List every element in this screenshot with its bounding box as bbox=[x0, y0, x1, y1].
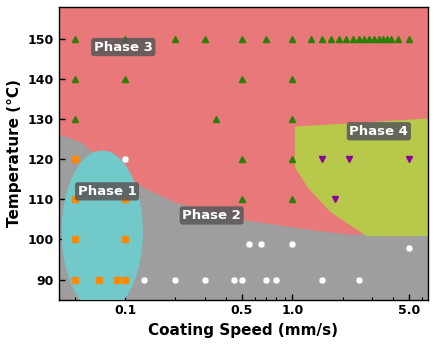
Y-axis label: Temperature (°C): Temperature (°C) bbox=[7, 79, 22, 227]
Polygon shape bbox=[59, 135, 427, 300]
Text: Phase 1: Phase 1 bbox=[78, 185, 136, 198]
Text: Phase 2: Phase 2 bbox=[182, 209, 240, 222]
Polygon shape bbox=[295, 119, 427, 236]
Polygon shape bbox=[59, 7, 427, 300]
Polygon shape bbox=[62, 151, 142, 312]
Text: Phase 3: Phase 3 bbox=[94, 41, 152, 53]
Text: Phase 4: Phase 4 bbox=[349, 125, 408, 138]
X-axis label: Coating Speed (mm/s): Coating Speed (mm/s) bbox=[148, 323, 338, 338]
